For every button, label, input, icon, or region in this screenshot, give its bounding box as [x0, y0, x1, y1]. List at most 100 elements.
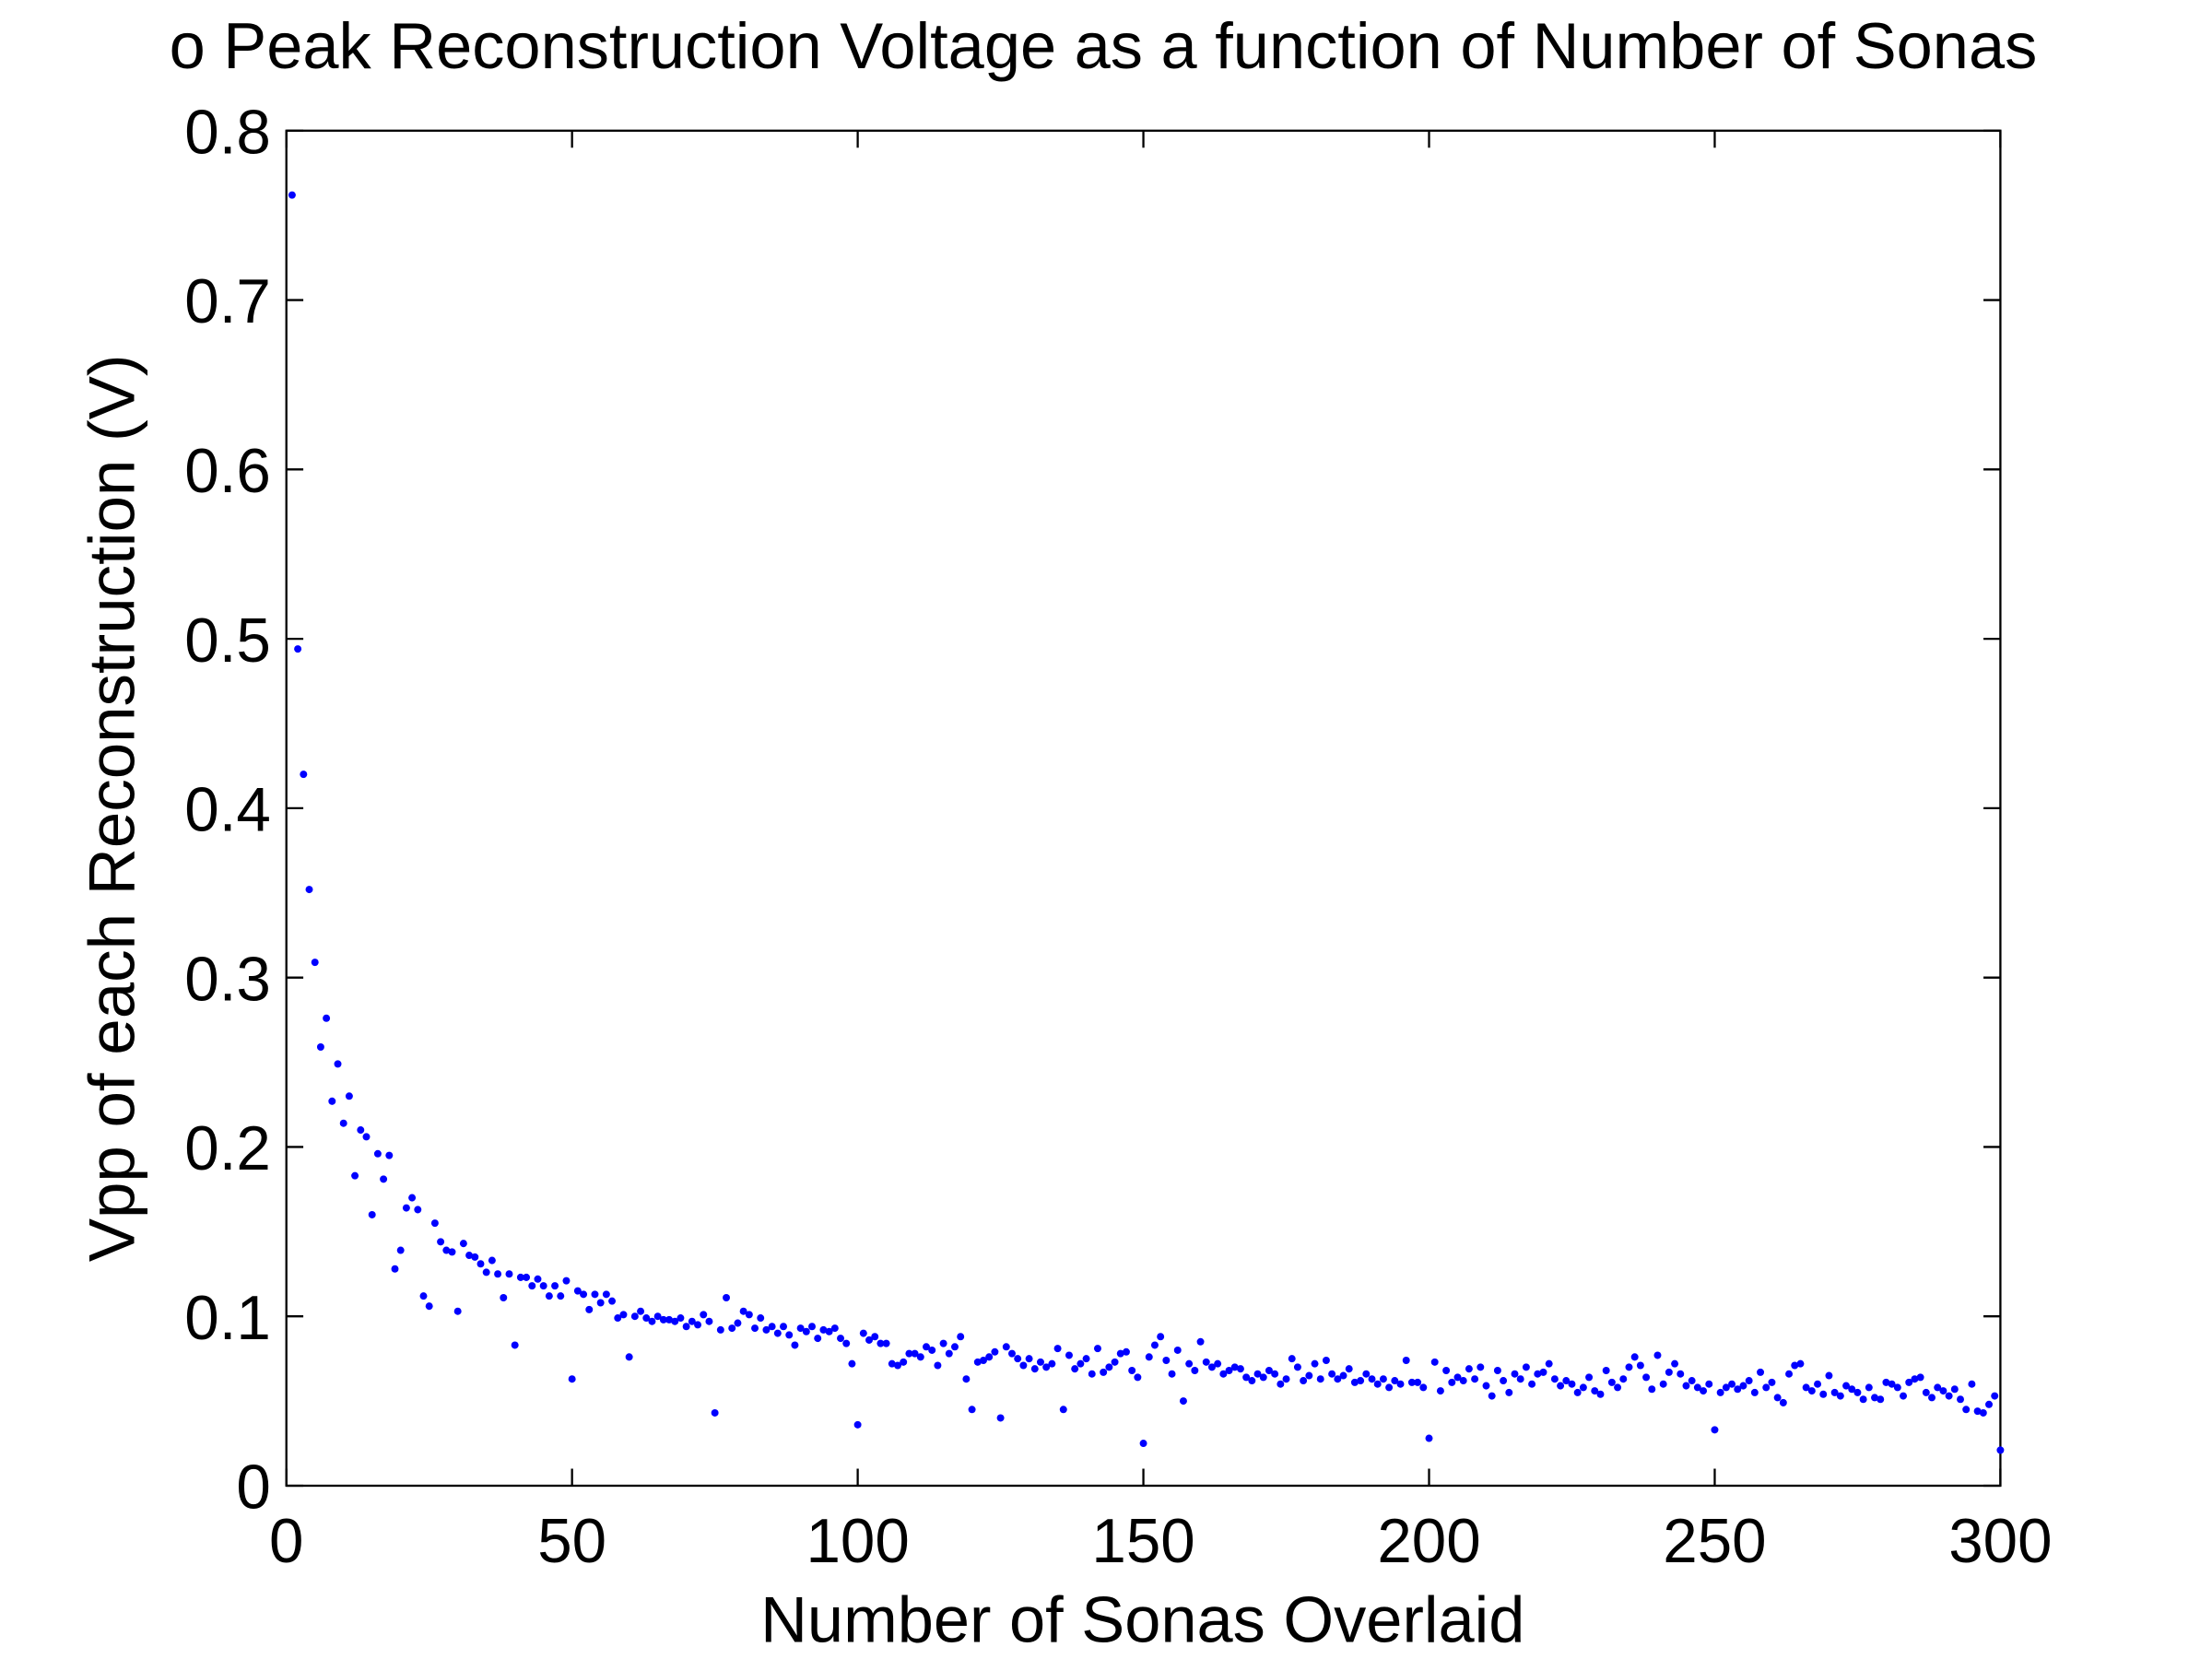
data-point [825, 1327, 833, 1335]
data-point [339, 1119, 347, 1127]
data-point [653, 1312, 662, 1321]
data-point [637, 1307, 645, 1315]
data-point [1145, 1353, 1153, 1361]
data-point [1185, 1359, 1194, 1368]
data-point [551, 1282, 559, 1290]
data-point [300, 771, 308, 779]
data-point [1568, 1380, 1576, 1388]
data-point [311, 959, 319, 967]
data-point [459, 1240, 467, 1248]
x-tick-label: 50 [537, 1507, 606, 1576]
x-tick-label: 150 [1091, 1507, 1194, 1576]
data-point [1122, 1347, 1130, 1356]
data-point [1100, 1368, 1108, 1376]
data-point [1877, 1395, 1885, 1404]
data-point [1214, 1359, 1222, 1368]
data-point [351, 1171, 359, 1180]
data-point [1659, 1380, 1667, 1388]
data-point [1505, 1388, 1513, 1396]
data-point [1522, 1363, 1530, 1371]
data-point [505, 1270, 513, 1278]
data-point [1350, 1378, 1359, 1386]
data-point [928, 1346, 936, 1354]
data-point [1207, 1363, 1216, 1371]
data-point [477, 1260, 485, 1268]
data-point [1391, 1377, 1399, 1385]
data-point [962, 1375, 971, 1383]
data-point [1219, 1370, 1228, 1378]
data-point [991, 1347, 999, 1356]
data-point [1265, 1367, 1273, 1375]
x-tick-label: 300 [1948, 1507, 2052, 1576]
data-point [534, 1275, 542, 1283]
data-point [1322, 1356, 1330, 1364]
data-point [865, 1335, 873, 1344]
data-point [802, 1327, 810, 1335]
data-point [894, 1361, 901, 1370]
data-point [414, 1206, 422, 1214]
data-point [1430, 1358, 1439, 1366]
data-point [402, 1204, 410, 1212]
y-tick-label: 0.5 [184, 606, 271, 676]
data-point [1471, 1375, 1479, 1383]
data-point [1705, 1380, 1713, 1388]
data-point [1888, 1380, 1896, 1388]
data-point [939, 1339, 947, 1347]
data-point [334, 1060, 342, 1068]
data-point [1545, 1359, 1553, 1368]
chart-title: o Peak Reconstruction Voltage as a funct… [170, 9, 2038, 82]
data-point [1619, 1375, 1628, 1383]
data-point [1293, 1363, 1301, 1371]
data-point [373, 1149, 382, 1158]
data-point [1762, 1383, 1771, 1392]
data-point [1859, 1395, 1867, 1404]
x-axis-label: Number of Sonas Overlaid [760, 1583, 1524, 1655]
data-point [1745, 1377, 1753, 1385]
data-point [923, 1343, 930, 1351]
data-point [1065, 1351, 1073, 1359]
data-point [1625, 1363, 1633, 1371]
data-point [682, 1323, 690, 1331]
data-point [500, 1293, 508, 1302]
data-point [1922, 1388, 1930, 1396]
data-point [1191, 1367, 1199, 1375]
data-point [968, 1406, 976, 1414]
data-point [494, 1270, 502, 1278]
data-point [437, 1238, 445, 1246]
data-point [442, 1246, 451, 1254]
data-point [1848, 1385, 1856, 1394]
data-point [1734, 1385, 1742, 1394]
data-point [1722, 1383, 1730, 1392]
data-point [1019, 1361, 1028, 1370]
data-point [877, 1339, 885, 1347]
data-point [1048, 1359, 1056, 1368]
data-point [288, 191, 296, 199]
x-tick-label: 100 [806, 1507, 909, 1576]
data-point [630, 1312, 639, 1321]
data-point [316, 1043, 324, 1052]
data-point [328, 1097, 336, 1105]
data-point [368, 1210, 376, 1218]
data-point [848, 1359, 856, 1368]
data-point [1991, 1392, 1999, 1400]
data-point [819, 1325, 828, 1334]
data-point [1436, 1387, 1444, 1395]
data-point [1465, 1365, 1473, 1373]
data-point [1819, 1390, 1828, 1398]
data-point [1630, 1353, 1639, 1361]
data-point [677, 1314, 685, 1323]
data-point [1362, 1370, 1371, 1378]
data-point [734, 1319, 742, 1327]
data-point [1768, 1378, 1776, 1386]
x-tick-label: 0 [269, 1507, 303, 1576]
data-point [1379, 1375, 1387, 1383]
data-point [1791, 1361, 1799, 1370]
data-point [1139, 1440, 1147, 1448]
data-point [1711, 1426, 1719, 1434]
data-point [1716, 1388, 1724, 1396]
data-point [488, 1256, 496, 1265]
data-point [659, 1315, 667, 1324]
data-point [1071, 1365, 1079, 1373]
data-point [1985, 1400, 1993, 1408]
